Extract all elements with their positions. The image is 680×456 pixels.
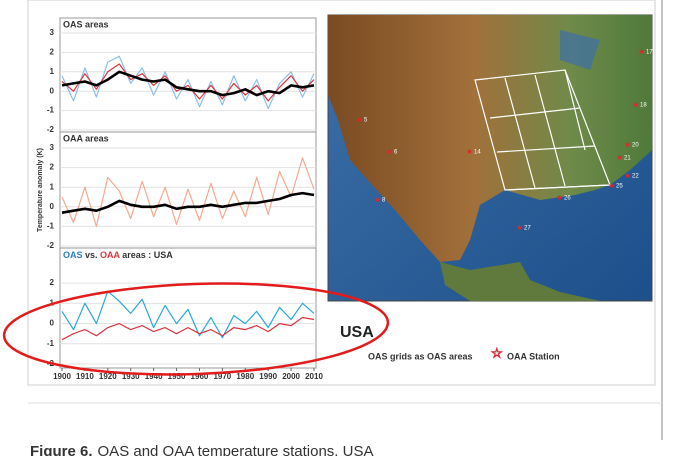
y-tick-label: 3	[50, 143, 55, 152]
station-star: ★	[516, 223, 523, 232]
legend-station: OAA Station	[507, 351, 560, 361]
title-part: OAS	[63, 250, 83, 260]
panel-title: OAS vs. OAA areas : USA	[63, 250, 173, 260]
station-label: 21	[624, 156, 631, 162]
station-label: 18	[640, 103, 647, 109]
title-part: areas : USA	[120, 250, 174, 260]
map: ★ 17★ 18★ 20★ 21★ 22★ 25★ 26★ 27★ 14★ 6★ 5★ 8	[327, 14, 653, 302]
caption: Figure 6. OAS and OAA temperature station…	[30, 443, 374, 456]
y-tick-label: -1	[47, 222, 55, 231]
x-tick-label: 1920	[99, 372, 117, 381]
panel-title: OAS areas	[63, 19, 109, 29]
station-label: 17	[646, 50, 653, 56]
y-tick-label: 2	[50, 163, 55, 172]
station-label: 8	[382, 198, 386, 204]
x-tick-label: 1950	[168, 372, 186, 381]
station-star: ★	[638, 47, 645, 56]
y-tick-label: 1	[50, 67, 55, 76]
x-tick-label: 1910	[76, 372, 94, 381]
panel: -2 -1 0 1 2 3 OAS areas	[47, 17, 317, 134]
panel-frame	[59, 17, 317, 133]
y-tick-label: -2	[47, 125, 55, 134]
y-tick-label: 0	[50, 319, 55, 328]
map-grid	[474, 69, 611, 191]
x-tick-label: 1990	[259, 372, 277, 381]
panel: -2 -1 0 1 2 3 OAA areas	[47, 131, 317, 250]
y-tick-label: -1	[47, 106, 55, 115]
station-label: 20	[632, 143, 639, 149]
y-tick-label: 2	[50, 278, 55, 287]
title-part: vs.	[83, 250, 101, 260]
y-axis-label: Temperature anomaly (K)	[37, 148, 44, 232]
y-tick-label: 0	[50, 86, 55, 95]
highlight-ellipse	[2, 282, 390, 376]
station-star: ★	[386, 147, 393, 156]
station-label: 6	[394, 150, 398, 156]
station-label: 5	[364, 118, 368, 124]
y-tick-label: 1	[50, 182, 55, 191]
x-tick-label: 2010	[305, 372, 323, 381]
panel-title: OAA areas	[63, 133, 109, 143]
series-line	[61, 316, 315, 341]
station-star: ★	[466, 147, 473, 156]
x-tick-label: 1930	[122, 372, 140, 381]
y-tick-label: 2	[50, 48, 55, 57]
x-tick-label: 1940	[145, 372, 163, 381]
station-star: ★	[624, 171, 631, 180]
legend-star: ☆	[491, 345, 503, 360]
station-star: ★	[624, 140, 631, 149]
panel-frame	[59, 247, 317, 369]
series-line	[61, 290, 315, 339]
y-tick-label: 3	[50, 28, 55, 37]
station-label: 25	[616, 184, 623, 190]
map-country: USA	[340, 324, 374, 341]
station-star: ★	[608, 181, 615, 190]
station-star: ★	[616, 153, 623, 162]
x-tick-label: 1960	[191, 372, 209, 381]
caption-text: OAS and OAA temperature stations, USA	[98, 443, 374, 456]
station-label: 26	[564, 196, 571, 202]
series-line	[61, 70, 315, 97]
x-tick-label: 1980	[236, 372, 254, 381]
station-label: 14	[474, 150, 481, 156]
series-line	[61, 63, 315, 102]
y-tick-label: -2	[47, 241, 55, 250]
station-star: ★	[356, 115, 363, 124]
series-line	[61, 55, 315, 110]
y-tick-label: 0	[50, 202, 55, 211]
station-star: ★	[374, 195, 381, 204]
title-part: OAA	[100, 250, 121, 260]
map-lakes	[560, 30, 600, 70]
station-star: ★	[556, 193, 563, 202]
x-tick-label: 2000	[282, 372, 300, 381]
station-label: 27	[524, 226, 531, 232]
map-land-south	[440, 262, 600, 301]
series-line	[61, 191, 315, 214]
station-star: ★	[632, 100, 639, 109]
station-label: 22	[632, 174, 639, 180]
legend-grids: OAS grids as OAS areas	[368, 351, 473, 361]
x-tick-label: 1970	[213, 372, 231, 381]
caption-label: Figure 6.	[30, 443, 93, 456]
x-tick-label: 1900	[53, 372, 71, 381]
y-tick-label: -1	[47, 339, 55, 348]
map-land	[328, 15, 652, 262]
station-layer: ★ 17★ 18★ 20★ 21★ 22★ 25★ 26★ 27★ 14★ 6★ 5★ 8	[356, 47, 653, 232]
